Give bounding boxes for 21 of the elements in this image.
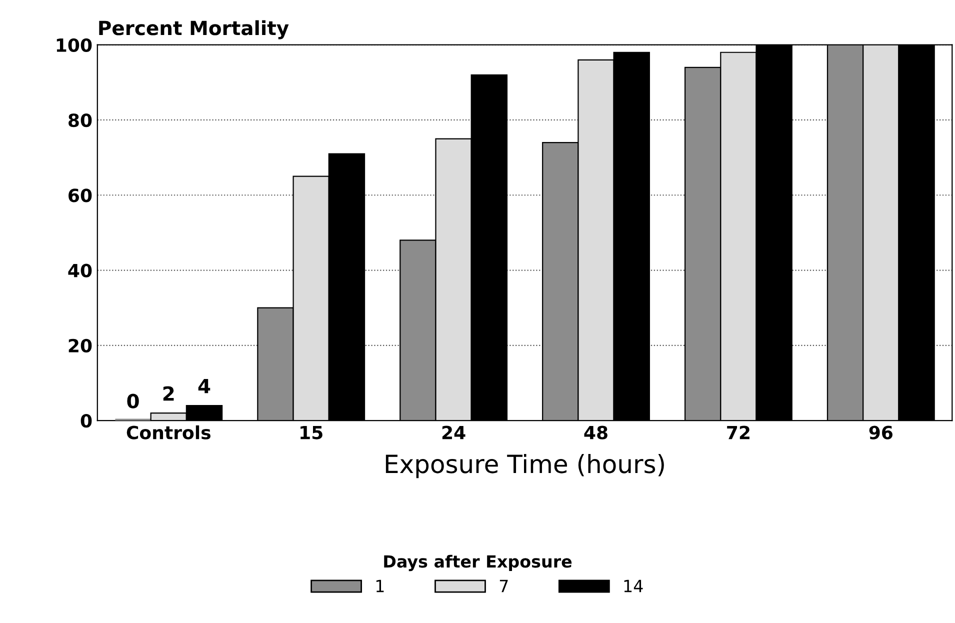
- y-tick-label: 80: [68, 113, 92, 128]
- y-tick-label: 100: [56, 38, 92, 52]
- x-tick-label: Controls: [126, 425, 210, 440]
- legend-label: 14: [624, 580, 643, 592]
- legend-label: 1: [376, 580, 384, 592]
- x-tick-label: 24: [442, 426, 466, 440]
- x-axis-title: Exposure Time (hours): [386, 454, 664, 478]
- y-tick-label: 60: [68, 188, 92, 202]
- data-label: 0: [127, 394, 139, 408]
- y-tick-label: 40: [68, 264, 92, 278]
- data-label: 2: [163, 386, 174, 401]
- y-axis-title: Percent Mortality: [99, 20, 289, 40]
- x-tick-label: 15: [300, 426, 322, 440]
- x-tick-label: 48: [584, 426, 608, 440]
- legend-title: Days after Exposure: [384, 554, 572, 572]
- x-tick-label: 96: [869, 426, 892, 440]
- legend-label: 7: [500, 580, 508, 592]
- data-label: 4: [198, 378, 210, 394]
- y-tick-label: 20: [68, 338, 92, 353]
- y-tick-label: 0: [80, 414, 92, 428]
- x-tick-label: 72: [727, 426, 750, 440]
